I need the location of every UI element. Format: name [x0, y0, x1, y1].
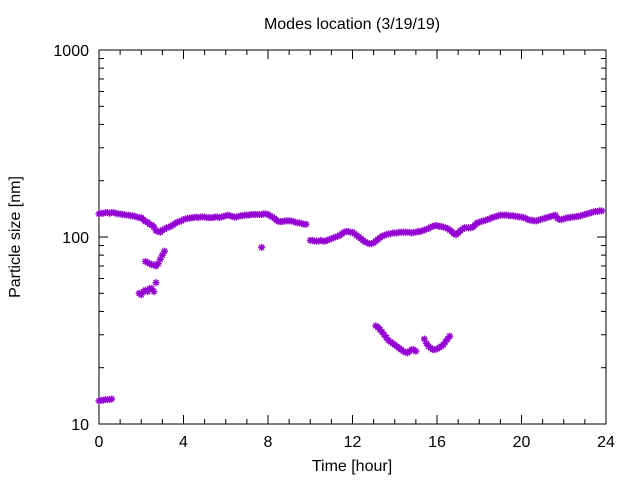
data-point: [340, 228, 348, 236]
data-point: [152, 279, 160, 287]
data-point: [382, 231, 390, 239]
data-point: [439, 341, 447, 349]
data-point: [321, 237, 329, 245]
data-point: [429, 222, 437, 230]
data-point: [412, 228, 420, 236]
data-point: [150, 223, 158, 231]
data-point: [158, 226, 166, 234]
x-tick-label: 0: [95, 434, 104, 451]
y-tick-labels: 10 100 1000: [53, 43, 89, 434]
data-point: [323, 236, 331, 244]
y-tick-label: 100: [62, 230, 89, 247]
data-point: [408, 229, 416, 237]
data-point: [315, 237, 323, 245]
data-point: [422, 339, 430, 347]
y-axis-title: Particle size [nm]: [7, 176, 24, 298]
data-point: [332, 233, 340, 241]
data-point: [363, 239, 371, 247]
x-axis-title: Time [hour]: [312, 458, 392, 475]
x-tick-label: 8: [264, 434, 273, 451]
data-point: [416, 228, 424, 236]
data-point: [380, 231, 388, 239]
data-points: [95, 207, 606, 405]
data-point: [344, 228, 352, 236]
data-point: [420, 226, 428, 234]
data-point: [148, 285, 156, 293]
data-point: [412, 347, 420, 355]
data-point: [387, 230, 395, 238]
axis-ticks: [98, 49, 607, 425]
data-point: [433, 222, 441, 230]
data-point: [450, 230, 458, 238]
data-point: [378, 232, 386, 240]
data-point: [150, 288, 158, 296]
y-tick-label: 1000: [53, 43, 89, 60]
data-point: [406, 228, 414, 236]
data-point: [427, 223, 435, 231]
chart-title: Modes location (3/19/19): [264, 16, 440, 33]
data-point: [467, 224, 475, 232]
data-point: [317, 236, 325, 244]
data-point: [446, 332, 454, 340]
data-point: [420, 335, 428, 343]
data-point: [154, 260, 162, 268]
data-point: [361, 238, 369, 246]
data-point: [144, 288, 152, 296]
data-point: [258, 243, 266, 251]
data-point: [399, 347, 407, 355]
data-point: [165, 223, 173, 231]
data-point: [327, 235, 335, 243]
data-point: [441, 224, 449, 232]
data-point: [551, 211, 559, 219]
data-point: [160, 247, 168, 255]
data-point: [152, 227, 160, 235]
x-tick-label: 4: [179, 434, 188, 451]
data-point: [144, 259, 152, 267]
y-tick-label: 10: [71, 417, 89, 434]
data-point: [154, 228, 162, 236]
data-point: [441, 338, 449, 346]
data-point: [163, 224, 171, 232]
data-point: [108, 395, 116, 403]
data-point: [308, 236, 316, 244]
data-point: [329, 234, 337, 242]
data-point: [368, 240, 376, 248]
x-tick-label: 20: [513, 434, 531, 451]
data-point: [334, 232, 342, 240]
data-point: [302, 220, 310, 228]
x-tick-label: 12: [344, 434, 362, 451]
data-point: [439, 223, 447, 231]
data-point: [158, 251, 166, 259]
x-tick-labels: 0 4 8 12 16 20 24: [95, 434, 615, 451]
data-point: [393, 229, 401, 237]
data-point: [325, 235, 333, 243]
x-tick-label: 24: [597, 434, 615, 451]
data-point: [418, 227, 426, 235]
data-point: [437, 222, 445, 230]
x-tick-label: 16: [428, 434, 446, 451]
data-point: [156, 255, 164, 263]
data-point: [137, 291, 145, 299]
data-point: [598, 207, 606, 215]
data-point: [141, 257, 149, 265]
data-point: [422, 225, 430, 233]
